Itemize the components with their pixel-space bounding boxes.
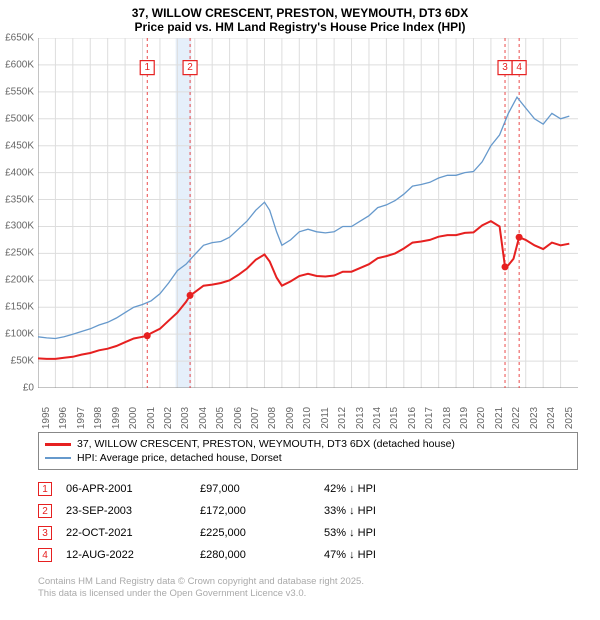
table-row: 4 12-AUG-2022 £280,000 47% ↓ HPI: [38, 544, 578, 566]
x-tick-label: 2023: [529, 407, 540, 429]
footer-line-1: Contains HM Land Registry data © Crown c…: [38, 576, 600, 588]
row-delta: 47% ↓ HPI: [324, 549, 434, 561]
x-tick-label: 2021: [494, 407, 505, 429]
svg-text:3: 3: [502, 62, 508, 73]
x-tick-label: 2012: [337, 407, 348, 429]
x-tick-label: 1996: [58, 407, 69, 429]
row-date: 23-SEP-2003: [66, 505, 186, 517]
y-tick-label: £150K: [5, 302, 34, 313]
row-date: 22-OCT-2021: [66, 527, 186, 539]
y-tick-label: £650K: [5, 33, 34, 44]
row-price: £172,000: [200, 505, 310, 517]
svg-text:4: 4: [516, 62, 522, 73]
x-tick-label: 2004: [198, 407, 209, 429]
row-price: £225,000: [200, 527, 310, 539]
y-tick-label: £400K: [5, 167, 34, 178]
x-tick-label: 2017: [424, 407, 435, 429]
x-tick-label: 1999: [111, 407, 122, 429]
x-tick-label: 2005: [215, 407, 226, 429]
x-tick-label: 2025: [564, 407, 575, 429]
table-row: 1 06-APR-2001 £97,000 42% ↓ HPI: [38, 478, 578, 500]
title-line-1: 37, WILLOW CRESCENT, PRESTON, WEYMOUTH, …: [0, 6, 600, 20]
footer: Contains HM Land Registry data © Crown c…: [38, 576, 600, 601]
table-row: 2 23-SEP-2003 £172,000 33% ↓ HPI: [38, 500, 578, 522]
row-delta: 42% ↓ HPI: [324, 483, 434, 495]
legend-label: 37, WILLOW CRESCENT, PRESTON, WEYMOUTH, …: [77, 438, 455, 450]
title-line-2: Price paid vs. HM Land Registry's House …: [0, 20, 600, 34]
y-tick-label: £100K: [5, 329, 34, 340]
row-price: £280,000: [200, 549, 310, 561]
x-tick-label: 2015: [389, 407, 400, 429]
legend-row-price: 37, WILLOW CRESCENT, PRESTON, WEYMOUTH, …: [45, 437, 571, 451]
x-tick-label: 2018: [442, 407, 453, 429]
x-tick-label: 2009: [285, 407, 296, 429]
x-tick-label: 1998: [93, 407, 104, 429]
row-delta: 33% ↓ HPI: [324, 505, 434, 517]
x-tick-label: 1995: [41, 407, 52, 429]
y-tick-label: £500K: [5, 113, 34, 124]
footer-line-2: This data is licensed under the Open Gov…: [38, 588, 600, 600]
x-tick-label: 2011: [320, 407, 331, 429]
row-marker: 2: [38, 504, 52, 518]
y-axis-labels: £0£50K£100K£150K£200K£250K£300K£350K£400…: [0, 38, 36, 388]
x-tick-label: 2016: [407, 407, 418, 429]
row-marker: 4: [38, 548, 52, 562]
y-tick-label: £250K: [5, 248, 34, 259]
x-tick-label: 2001: [146, 407, 157, 429]
row-marker: 1: [38, 482, 52, 496]
svg-text:1: 1: [144, 62, 150, 73]
x-tick-label: 2010: [302, 407, 313, 429]
legend-row-hpi: HPI: Average price, detached house, Dors…: [45, 451, 571, 465]
table-row: 3 22-OCT-2021 £225,000 53% ↓ HPI: [38, 522, 578, 544]
row-date: 12-AUG-2022: [66, 549, 186, 561]
y-tick-label: £200K: [5, 275, 34, 286]
x-axis-labels: 1995 1996 1997 1998 1999 2000 2001 2002 2003 2004…: [38, 390, 578, 430]
x-tick-label: 2013: [355, 407, 366, 429]
x-tick-label: 2003: [180, 407, 191, 429]
plot-svg: 1 2 34: [38, 38, 578, 388]
x-tick-label: 1997: [76, 407, 87, 429]
x-tick-label: 2024: [546, 407, 557, 429]
y-tick-label: £350K: [5, 194, 34, 205]
y-tick-label: £0: [23, 383, 34, 394]
row-marker: 3: [38, 526, 52, 540]
y-tick-label: £600K: [5, 59, 34, 70]
x-tick-label: 2022: [511, 407, 522, 429]
row-delta: 53% ↓ HPI: [324, 527, 434, 539]
y-tick-label: £450K: [5, 140, 34, 151]
x-tick-label: 2019: [459, 407, 470, 429]
chart-area: £0£50K£100K£150K£200K£250K£300K£350K£400…: [38, 38, 598, 428]
sales-table: 1 06-APR-2001 £97,000 42% ↓ HPI 2 23-SEP-2003…: [38, 478, 578, 566]
legend-swatch-price: [45, 443, 71, 446]
x-tick-label: 2020: [476, 407, 487, 429]
x-tick-label: 2007: [250, 407, 261, 429]
y-tick-label: £550K: [5, 86, 34, 97]
y-tick-label: £300K: [5, 221, 34, 232]
chart-container: 37, WILLOW CRESCENT, PRESTON, WEYMOUTH, …: [0, 0, 600, 620]
y-tick-label: £50K: [11, 356, 34, 367]
svg-text:2: 2: [187, 62, 193, 73]
title-block: 37, WILLOW CRESCENT, PRESTON, WEYMOUTH, …: [0, 0, 600, 38]
legend-box: 37, WILLOW CRESCENT, PRESTON, WEYMOUTH, …: [38, 432, 578, 470]
row-date: 06-APR-2001: [66, 483, 186, 495]
x-tick-label: 2006: [233, 407, 244, 429]
x-tick-label: 2000: [128, 407, 139, 429]
x-tick-label: 2002: [163, 407, 174, 429]
legend-label: HPI: Average price, detached house, Dors…: [77, 452, 282, 464]
legend-swatch-hpi: [45, 457, 71, 459]
x-tick-label: 2008: [267, 407, 278, 429]
x-tick-label: 2014: [372, 407, 383, 429]
row-price: £97,000: [200, 483, 310, 495]
